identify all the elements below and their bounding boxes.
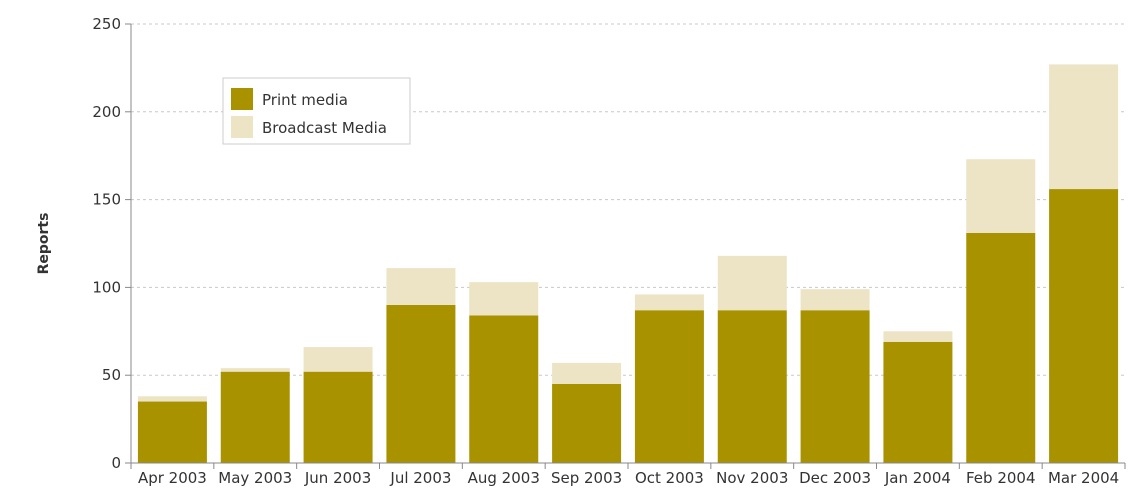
y-tick-label: 150 — [92, 191, 121, 209]
axes: 0 50 100 150 200 250 Apr 2003 May 2003 Jun 2003 J… — [92, 15, 1126, 487]
x-tick-label: Jan 2004 — [884, 469, 951, 487]
bar-broadcast-media — [303, 347, 373, 372]
x-tick-label: Aug 2003 — [468, 469, 540, 487]
y-tick-label: 100 — [92, 278, 121, 296]
bar-print-media — [634, 310, 704, 463]
legend-swatch-print-media — [231, 88, 253, 110]
bar-broadcast-media — [800, 289, 870, 311]
bar-print-media — [303, 371, 373, 463]
x-tick-label: Feb 2004 — [966, 469, 1036, 487]
bar-print-media — [1049, 189, 1119, 463]
legend: Print media Broadcast Media — [222, 77, 411, 145]
bar-print-media — [137, 401, 207, 463]
legend-box — [222, 77, 411, 145]
x-tick-label: Jun 2003 — [304, 469, 371, 487]
bar-broadcast-media — [469, 282, 539, 316]
bar-print-media — [717, 310, 787, 463]
y-tick-label: 250 — [92, 15, 121, 33]
x-tick-label: Oct 2003 — [635, 469, 704, 487]
bar-print-media — [386, 304, 456, 463]
bars — [137, 64, 1119, 463]
bar-print-media — [552, 383, 622, 463]
x-tick-label: Sep 2003 — [551, 469, 622, 487]
bar-broadcast-media — [883, 331, 953, 342]
bar-broadcast-media — [552, 362, 622, 384]
bar-broadcast-media — [717, 255, 787, 311]
bar-broadcast-media — [1049, 64, 1119, 190]
bar-print-media — [966, 232, 1036, 463]
x-tick-label: Dec 2003 — [799, 469, 871, 487]
bar-print-media — [220, 371, 290, 463]
bar-broadcast-media — [220, 368, 290, 372]
x-tick-label: Apr 2003 — [138, 469, 207, 487]
bar-broadcast-media — [966, 159, 1036, 233]
y-tick-label: 200 — [92, 103, 121, 121]
y-tick-label: 0 — [111, 454, 121, 472]
legend-label-broadcast-media: Broadcast Media — [262, 119, 387, 137]
bar-print-media — [883, 341, 953, 463]
x-tick-label: Mar 2004 — [1048, 469, 1119, 487]
bar-broadcast-media — [137, 396, 207, 402]
legend-label-print-media: Print media — [262, 91, 348, 109]
legend-swatch-broadcast-media — [231, 116, 253, 138]
bar-print-media — [800, 310, 870, 463]
bar-print-media — [469, 315, 539, 463]
y-axis-label: Reports — [36, 213, 52, 275]
y-tick-label: 50 — [102, 366, 121, 384]
bar-broadcast-media — [634, 294, 704, 311]
x-tick-label: Jul 2003 — [389, 469, 451, 487]
grid-lines — [131, 23, 1125, 376]
bar-broadcast-media — [386, 268, 456, 305]
x-tick-label: Nov 2003 — [716, 469, 788, 487]
x-tick-label: May 2003 — [218, 469, 292, 487]
